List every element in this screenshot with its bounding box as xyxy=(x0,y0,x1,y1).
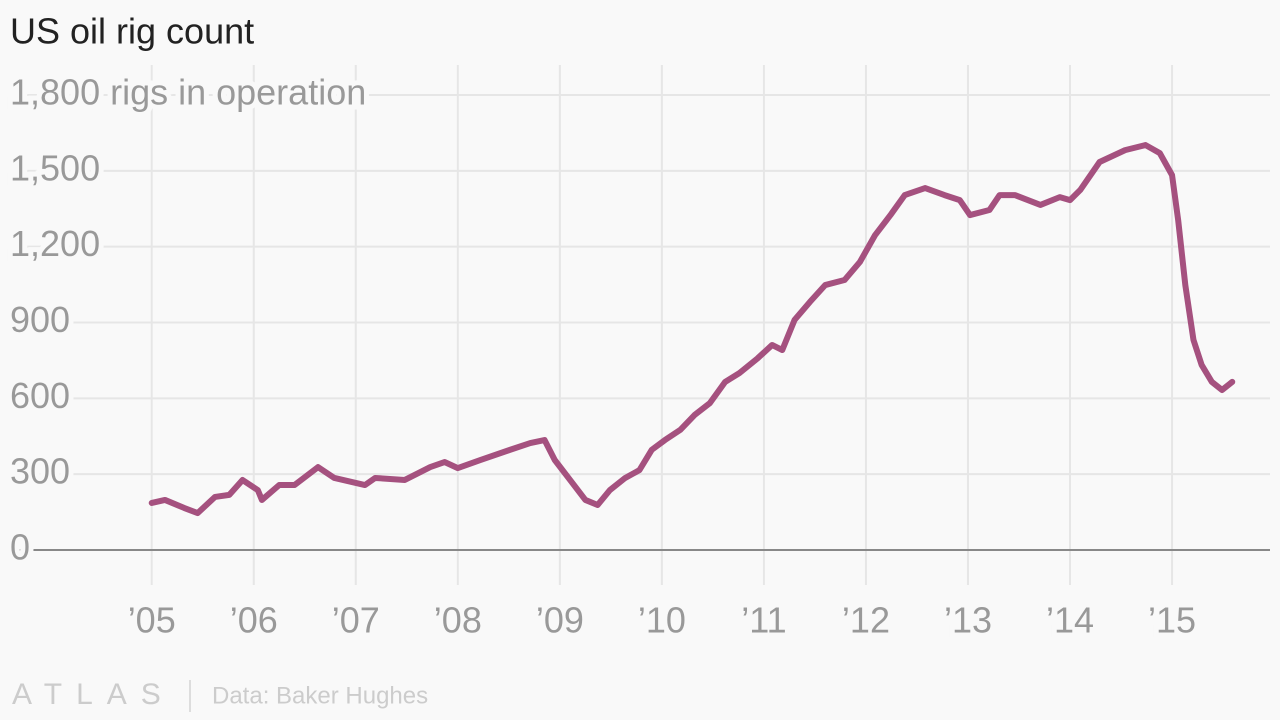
data-line xyxy=(148,142,1236,517)
x-tick-label: ’15 xyxy=(1148,600,1196,641)
x-tick-label: ’09 xyxy=(536,600,584,641)
x-tick-label: ’10 xyxy=(638,600,686,641)
x-tick-label: ’06 xyxy=(230,600,278,641)
y-tick-label: 1,500 xyxy=(10,147,100,188)
y-tick-label: 900 xyxy=(10,299,70,340)
x-tick-label: ’14 xyxy=(1046,600,1094,641)
y-tick-label: 1,800 rigs in operation xyxy=(10,72,366,113)
x-tick-label: ’08 xyxy=(434,600,482,641)
source: Data: Baker Hughes xyxy=(212,682,428,709)
x-tick-label: ’13 xyxy=(944,600,992,641)
x-tick-label: ’12 xyxy=(842,600,890,641)
x-tick-label: ’07 xyxy=(332,600,380,641)
y-tick-label: 1,200 xyxy=(10,223,100,264)
y-tick-label: 300 xyxy=(10,451,70,492)
y-tick-label: 600 xyxy=(10,375,70,416)
y-tick-label: 0 xyxy=(10,527,30,568)
x-tick-label: ’05 xyxy=(128,600,176,641)
chart-title: US oil rig count xyxy=(10,11,254,52)
brand: ATLAS xyxy=(12,678,175,711)
x-tick-label: ’11 xyxy=(741,600,786,641)
